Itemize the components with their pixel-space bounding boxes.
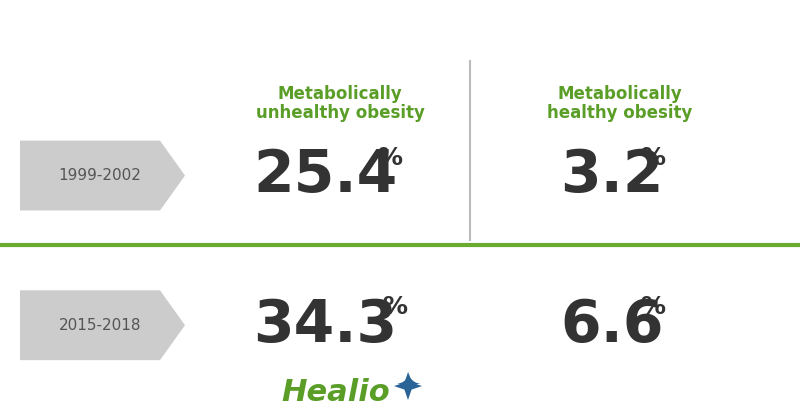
Text: 6.6: 6.6: [560, 297, 664, 354]
Polygon shape: [394, 372, 422, 400]
Text: 2015-2018: 2015-2018: [58, 318, 142, 333]
Text: Metabolically: Metabolically: [278, 85, 402, 103]
Text: Percentage of NHANES participants with obesity: Percentage of NHANES participants with o…: [133, 20, 667, 39]
Text: 1999-2002: 1999-2002: [58, 168, 142, 183]
Text: 3.2: 3.2: [560, 147, 664, 204]
Text: unhealthy obesity: unhealthy obesity: [255, 104, 425, 122]
Text: %: %: [641, 295, 666, 319]
Polygon shape: [20, 290, 185, 360]
Text: 25.4: 25.4: [253, 147, 397, 204]
Text: healthy obesity: healthy obesity: [547, 104, 693, 122]
Text: %: %: [641, 146, 666, 170]
Text: Metabolically: Metabolically: [558, 85, 682, 103]
Text: %: %: [382, 295, 407, 319]
Text: %: %: [378, 146, 402, 170]
Text: ✦: ✦: [395, 372, 421, 401]
Text: Healio: Healio: [282, 378, 390, 407]
Polygon shape: [20, 141, 185, 210]
Text: 34.3: 34.3: [253, 297, 397, 354]
